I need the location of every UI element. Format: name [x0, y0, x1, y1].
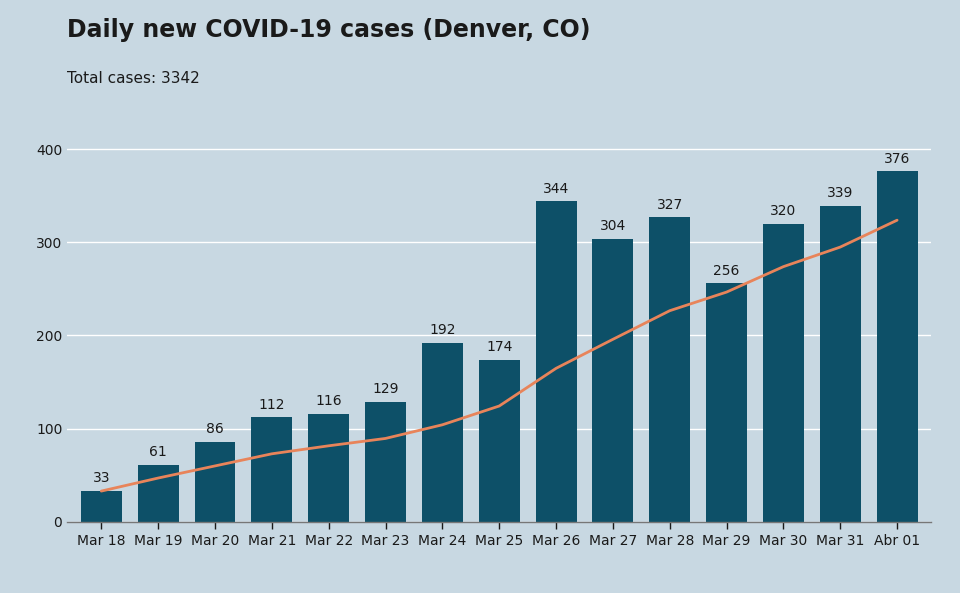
- Text: 192: 192: [429, 323, 456, 337]
- Text: 116: 116: [316, 394, 342, 408]
- Bar: [365, 401, 406, 522]
- Text: 339: 339: [828, 186, 853, 200]
- Text: 304: 304: [600, 219, 626, 233]
- Bar: [308, 414, 349, 522]
- Text: 327: 327: [657, 197, 683, 212]
- Bar: [820, 206, 861, 522]
- Text: 86: 86: [206, 422, 224, 436]
- Text: Total cases: 3342: Total cases: 3342: [67, 71, 200, 86]
- Bar: [707, 283, 747, 522]
- Bar: [252, 417, 292, 522]
- Bar: [592, 238, 634, 522]
- Bar: [421, 343, 463, 522]
- Text: 256: 256: [713, 264, 740, 278]
- Bar: [195, 442, 235, 522]
- Bar: [536, 201, 577, 522]
- Text: 376: 376: [884, 152, 910, 166]
- Bar: [763, 224, 804, 522]
- Bar: [876, 171, 918, 522]
- Bar: [137, 465, 179, 522]
- Text: 112: 112: [258, 398, 285, 412]
- Text: 129: 129: [372, 382, 398, 396]
- Text: 174: 174: [486, 340, 513, 354]
- Text: 33: 33: [92, 471, 110, 486]
- Text: Daily new COVID-19 cases (Denver, CO): Daily new COVID-19 cases (Denver, CO): [67, 18, 590, 42]
- Text: 344: 344: [543, 181, 569, 196]
- Text: 61: 61: [149, 445, 167, 460]
- Bar: [649, 217, 690, 522]
- Bar: [479, 360, 519, 522]
- Bar: [81, 491, 122, 522]
- Text: 320: 320: [770, 204, 797, 218]
